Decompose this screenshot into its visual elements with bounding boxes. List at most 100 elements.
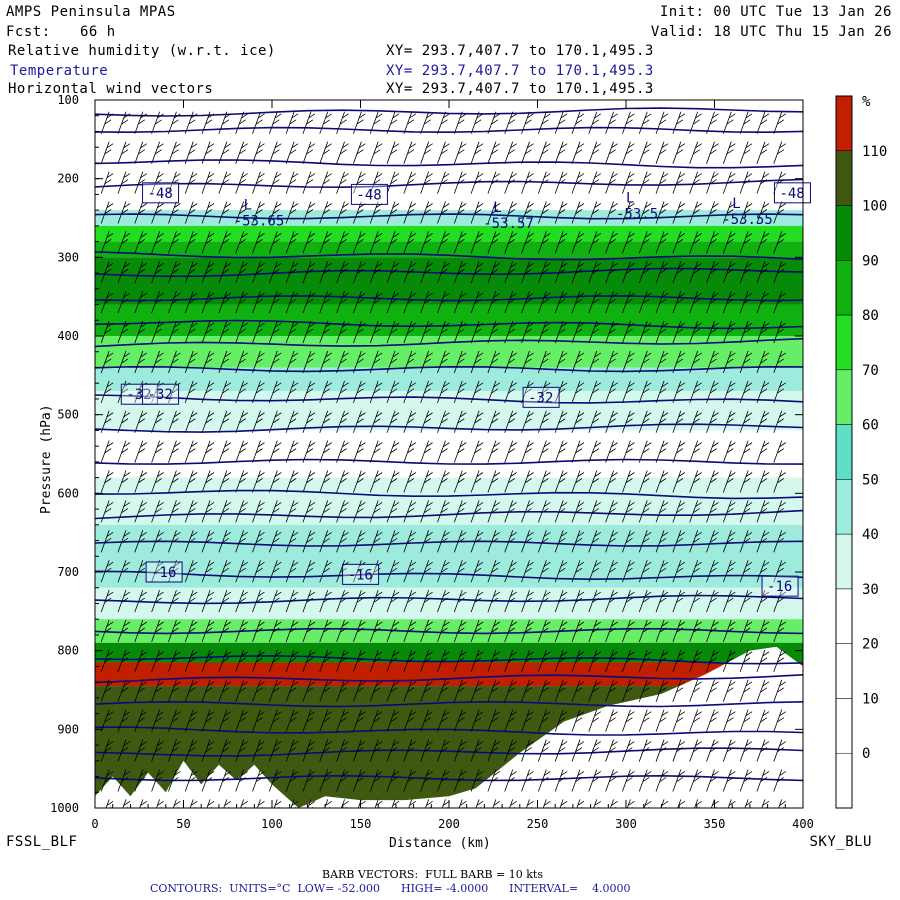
wind-barb xyxy=(252,649,265,673)
wind-barb xyxy=(706,350,719,374)
wind-barb xyxy=(453,141,467,164)
wind-barb xyxy=(487,679,501,702)
wind-barb xyxy=(672,470,686,493)
wind-barb xyxy=(184,320,198,344)
wind-barb xyxy=(353,679,366,702)
wind-barb xyxy=(151,470,164,493)
wind-barb xyxy=(537,261,551,284)
wind-barb xyxy=(537,470,551,493)
wind-barb xyxy=(218,320,232,344)
wind-barb xyxy=(722,589,736,613)
wind-barb xyxy=(571,589,585,613)
wind-barb xyxy=(655,560,669,583)
contour-label-box xyxy=(120,383,158,405)
wind-barb xyxy=(403,350,417,374)
wind-barb xyxy=(571,769,585,792)
wind-barb xyxy=(184,679,198,702)
wind-barb xyxy=(268,231,282,254)
wind-barb xyxy=(117,440,131,463)
wind-barb xyxy=(521,739,534,762)
wind-barb xyxy=(100,739,114,762)
colorbar-bin xyxy=(835,698,853,754)
wind-barb xyxy=(689,201,702,224)
wind-barb xyxy=(403,649,417,673)
minimum-marker: L xyxy=(626,190,634,206)
wind-barb xyxy=(268,141,282,164)
wind-barb xyxy=(369,769,383,792)
wind-barb xyxy=(453,410,467,433)
wind-barb xyxy=(622,410,635,433)
wind-barb xyxy=(235,530,248,553)
colorbar-bin xyxy=(835,260,853,316)
x-tick-label: 250 xyxy=(527,817,549,831)
wind-barb xyxy=(605,500,618,523)
wind-barb xyxy=(369,679,383,702)
wind-barb xyxy=(252,320,265,344)
wind-barb xyxy=(403,769,417,792)
wind-barb xyxy=(100,679,114,702)
wind-barb xyxy=(571,619,585,643)
wind-barb xyxy=(420,739,433,762)
wind-barb xyxy=(487,769,501,792)
contour-label-box xyxy=(142,383,180,405)
wind-barb xyxy=(369,111,383,134)
wind-barb xyxy=(302,380,316,403)
wind-barb xyxy=(655,679,669,702)
wind-barb xyxy=(756,291,770,314)
wind-barb xyxy=(537,350,551,374)
wind-barb xyxy=(420,141,433,164)
wind-barb xyxy=(437,709,450,732)
wind-barb xyxy=(756,350,770,374)
wind-barb xyxy=(622,709,635,732)
wind-barb xyxy=(386,679,400,702)
model-title: AMPS Peninsula MPAS xyxy=(6,4,176,20)
wind-barb xyxy=(403,709,417,732)
wind-barb xyxy=(437,530,450,553)
wind-barb xyxy=(504,440,517,463)
wind-barb xyxy=(319,350,332,374)
wind-barb xyxy=(453,649,467,673)
wind-barb xyxy=(420,261,433,284)
wind-barb xyxy=(100,440,114,463)
wind-barb xyxy=(672,679,686,702)
wind-barb xyxy=(453,201,467,224)
wind-barb xyxy=(369,231,383,254)
wind-barb xyxy=(285,440,299,463)
wind-barb xyxy=(706,231,719,254)
isotherm-line xyxy=(95,654,803,665)
wind-barb xyxy=(134,171,148,194)
wind-barb xyxy=(622,380,635,403)
wind-barb xyxy=(336,440,349,463)
wind-barb xyxy=(256,799,265,808)
wind-barb xyxy=(353,739,366,762)
wind-barb xyxy=(739,530,753,553)
wind-barb xyxy=(554,350,568,374)
wind-barb xyxy=(638,231,652,254)
wind-barb xyxy=(722,410,736,433)
wind-barb xyxy=(100,350,114,374)
wind-barb xyxy=(319,679,332,702)
isotherm-line xyxy=(95,594,803,605)
y-tick-label: 400 xyxy=(57,329,79,343)
wind-barb xyxy=(706,619,719,643)
wind-barb xyxy=(134,649,148,673)
wind-barb xyxy=(605,739,618,762)
wind-barb xyxy=(218,619,232,643)
wind-barb xyxy=(386,560,400,583)
wind-barb xyxy=(218,560,232,583)
wind-barb xyxy=(302,649,316,673)
wind-barb xyxy=(336,470,349,493)
wind-barb xyxy=(391,799,400,808)
wind-barb xyxy=(201,470,215,493)
wind-barb xyxy=(117,111,131,134)
wind-barb xyxy=(168,649,181,673)
wind-barb xyxy=(302,410,316,433)
y-axis-label: Pressure (hPa) xyxy=(39,404,54,514)
wind-barb xyxy=(285,141,299,164)
wind-barb xyxy=(285,231,299,254)
wind-barb xyxy=(622,320,635,344)
wind-barb xyxy=(622,231,635,254)
wind-barb xyxy=(655,320,669,344)
wind-barb xyxy=(386,500,400,523)
wind-barb xyxy=(504,111,517,134)
